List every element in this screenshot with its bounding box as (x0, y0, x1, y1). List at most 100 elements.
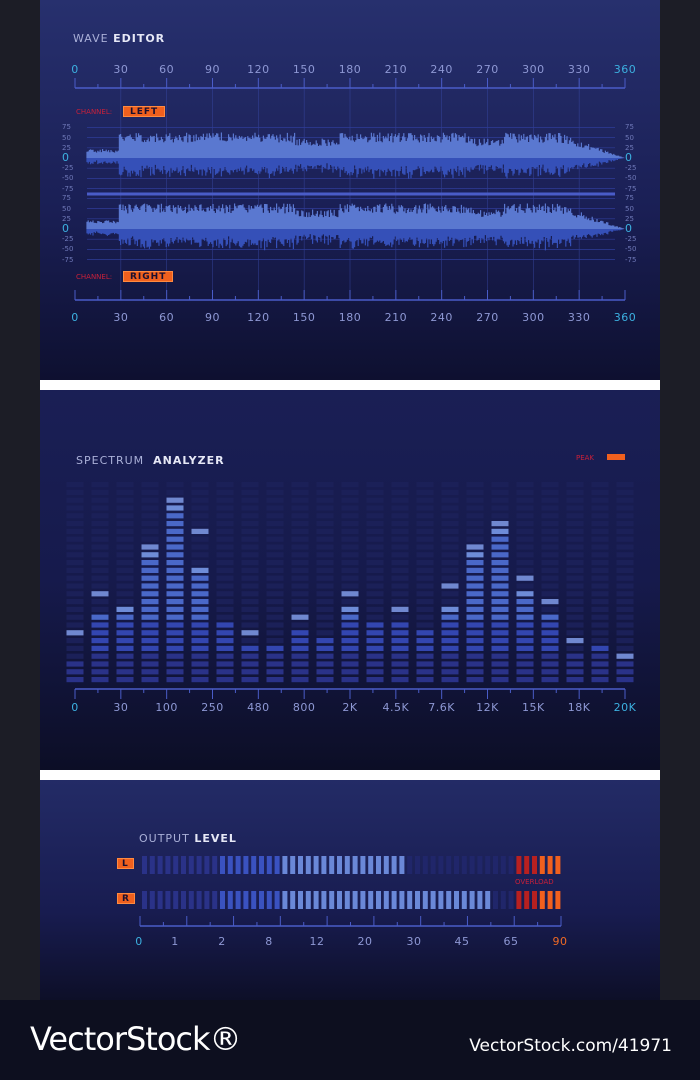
spectrum-segment (616, 528, 634, 534)
spectrum-segment (341, 638, 359, 644)
spectrum-segment (316, 591, 334, 597)
spectrum-segment (441, 482, 459, 488)
frequency-label: 800 (292, 701, 316, 714)
time-tick-label-bottom: 210 (384, 311, 408, 324)
spectrum-segment (241, 669, 259, 675)
spectrum-segment (491, 677, 509, 683)
time-tick-label-top: 330 (567, 63, 591, 76)
spectrum-segment (391, 505, 409, 511)
spectrum-segment (616, 497, 634, 503)
right-level-segment (485, 891, 491, 909)
spectrum-segment (566, 677, 584, 683)
spectrum-segment (91, 591, 109, 597)
spectrum-segment (266, 528, 284, 534)
right-channel-badge[interactable]: RIGHT (123, 271, 174, 282)
spectrum-segment (366, 575, 384, 581)
spectrum-segment (291, 606, 309, 612)
spectrum-segment (66, 638, 84, 644)
spectrum-segment (191, 536, 209, 542)
spectrum-segment (216, 622, 234, 628)
right-level-segment (313, 891, 319, 909)
spectrum-segment (491, 528, 509, 534)
spectrum-segment (216, 661, 234, 667)
left-level-segment (274, 856, 280, 874)
spectrum-segment (66, 482, 84, 488)
spectrum-segment (566, 536, 584, 542)
amplitude-tick-left: -75 (62, 255, 74, 264)
spectrum-segment (591, 614, 609, 620)
spectrum-segment (566, 599, 584, 605)
spectrum-segment (91, 505, 109, 511)
spectrum-segment (141, 497, 159, 503)
spectrum-segment (216, 630, 234, 636)
spectrum-segment (316, 489, 334, 495)
spectrum-segment (266, 661, 284, 667)
spectrum-segment (316, 622, 334, 628)
spectrum-segment (416, 575, 434, 581)
spectrum-segment (216, 567, 234, 573)
peak-legend-label: PEAK (576, 454, 595, 462)
spectrum-segment (416, 599, 434, 605)
left-level-segment (469, 856, 475, 874)
spectrum-segment (91, 583, 109, 589)
spectrum-segment (291, 583, 309, 589)
spectrum-segment (141, 622, 159, 628)
spectrum-segment (91, 653, 109, 659)
spectrum-segment (266, 669, 284, 675)
spectrum-segment (241, 528, 259, 534)
spectrum-segment (341, 482, 359, 488)
spectrum-segment (466, 489, 484, 495)
spectrum-segment (491, 489, 509, 495)
waveform-display[interactable] (40, 0, 660, 380)
spectrum-segment (491, 591, 509, 597)
frequency-label: 20K (613, 701, 637, 714)
spectrum-segment (166, 622, 184, 628)
spectrum-segment (466, 591, 484, 597)
spectrum-segment (466, 560, 484, 566)
spectrum-segment (91, 521, 109, 527)
spectrum-segment (91, 677, 109, 683)
spectrum-segment (266, 638, 284, 644)
wave-editor-title: WAVE EDITOR (73, 32, 166, 45)
spectrum-segment (291, 482, 309, 488)
spectrum-segment (591, 552, 609, 558)
spectrum-segment (591, 591, 609, 597)
waveform-lower (86, 229, 626, 251)
spectrum-segment (116, 521, 134, 527)
spectrum-segment (91, 567, 109, 573)
spectrum-segment (616, 661, 634, 667)
right-level-segment (352, 891, 358, 909)
spectrum-segment (491, 497, 509, 503)
spectrum-segment (241, 614, 259, 620)
spectrum-segment (166, 645, 184, 651)
spectrum-segment (141, 575, 159, 581)
spectrum-segment (441, 497, 459, 503)
spectrum-segment (216, 591, 234, 597)
spectrum-segment (366, 583, 384, 589)
spectrum-segment (116, 630, 134, 636)
spectrum-segment (266, 591, 284, 597)
spectrum-segment (166, 606, 184, 612)
left-level-segment (313, 856, 319, 874)
spectrum-segment (441, 645, 459, 651)
spectrum-segment (166, 575, 184, 581)
spectrum-segment (516, 653, 534, 659)
spectrum-segment (166, 583, 184, 589)
spectrum-segment (141, 653, 159, 659)
amplitude-tick-left: 0 (62, 222, 69, 235)
left-level-segment (524, 856, 530, 874)
right-level-segment (149, 891, 155, 909)
spectrum-segment (241, 653, 259, 659)
amplitude-tick-left: 50 (62, 133, 71, 142)
spectrum-segment (216, 505, 234, 511)
right-level-segment (493, 891, 498, 909)
spectrum-segment (441, 630, 459, 636)
spectrum-segment (66, 575, 84, 581)
overload-label: OVERLOAD (515, 878, 554, 886)
left-level-segment (305, 856, 311, 874)
spectrum-segment (416, 653, 434, 659)
left-channel-badge[interactable]: LEFT (123, 106, 166, 117)
spectrum-segment (341, 614, 359, 620)
spectrum-segment (466, 567, 484, 573)
spectrum-segment (191, 591, 209, 597)
